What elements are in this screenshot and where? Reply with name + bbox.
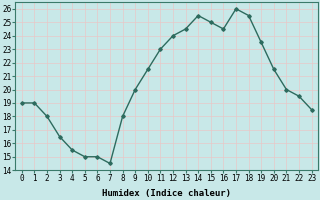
X-axis label: Humidex (Indice chaleur): Humidex (Indice chaleur) bbox=[102, 189, 231, 198]
